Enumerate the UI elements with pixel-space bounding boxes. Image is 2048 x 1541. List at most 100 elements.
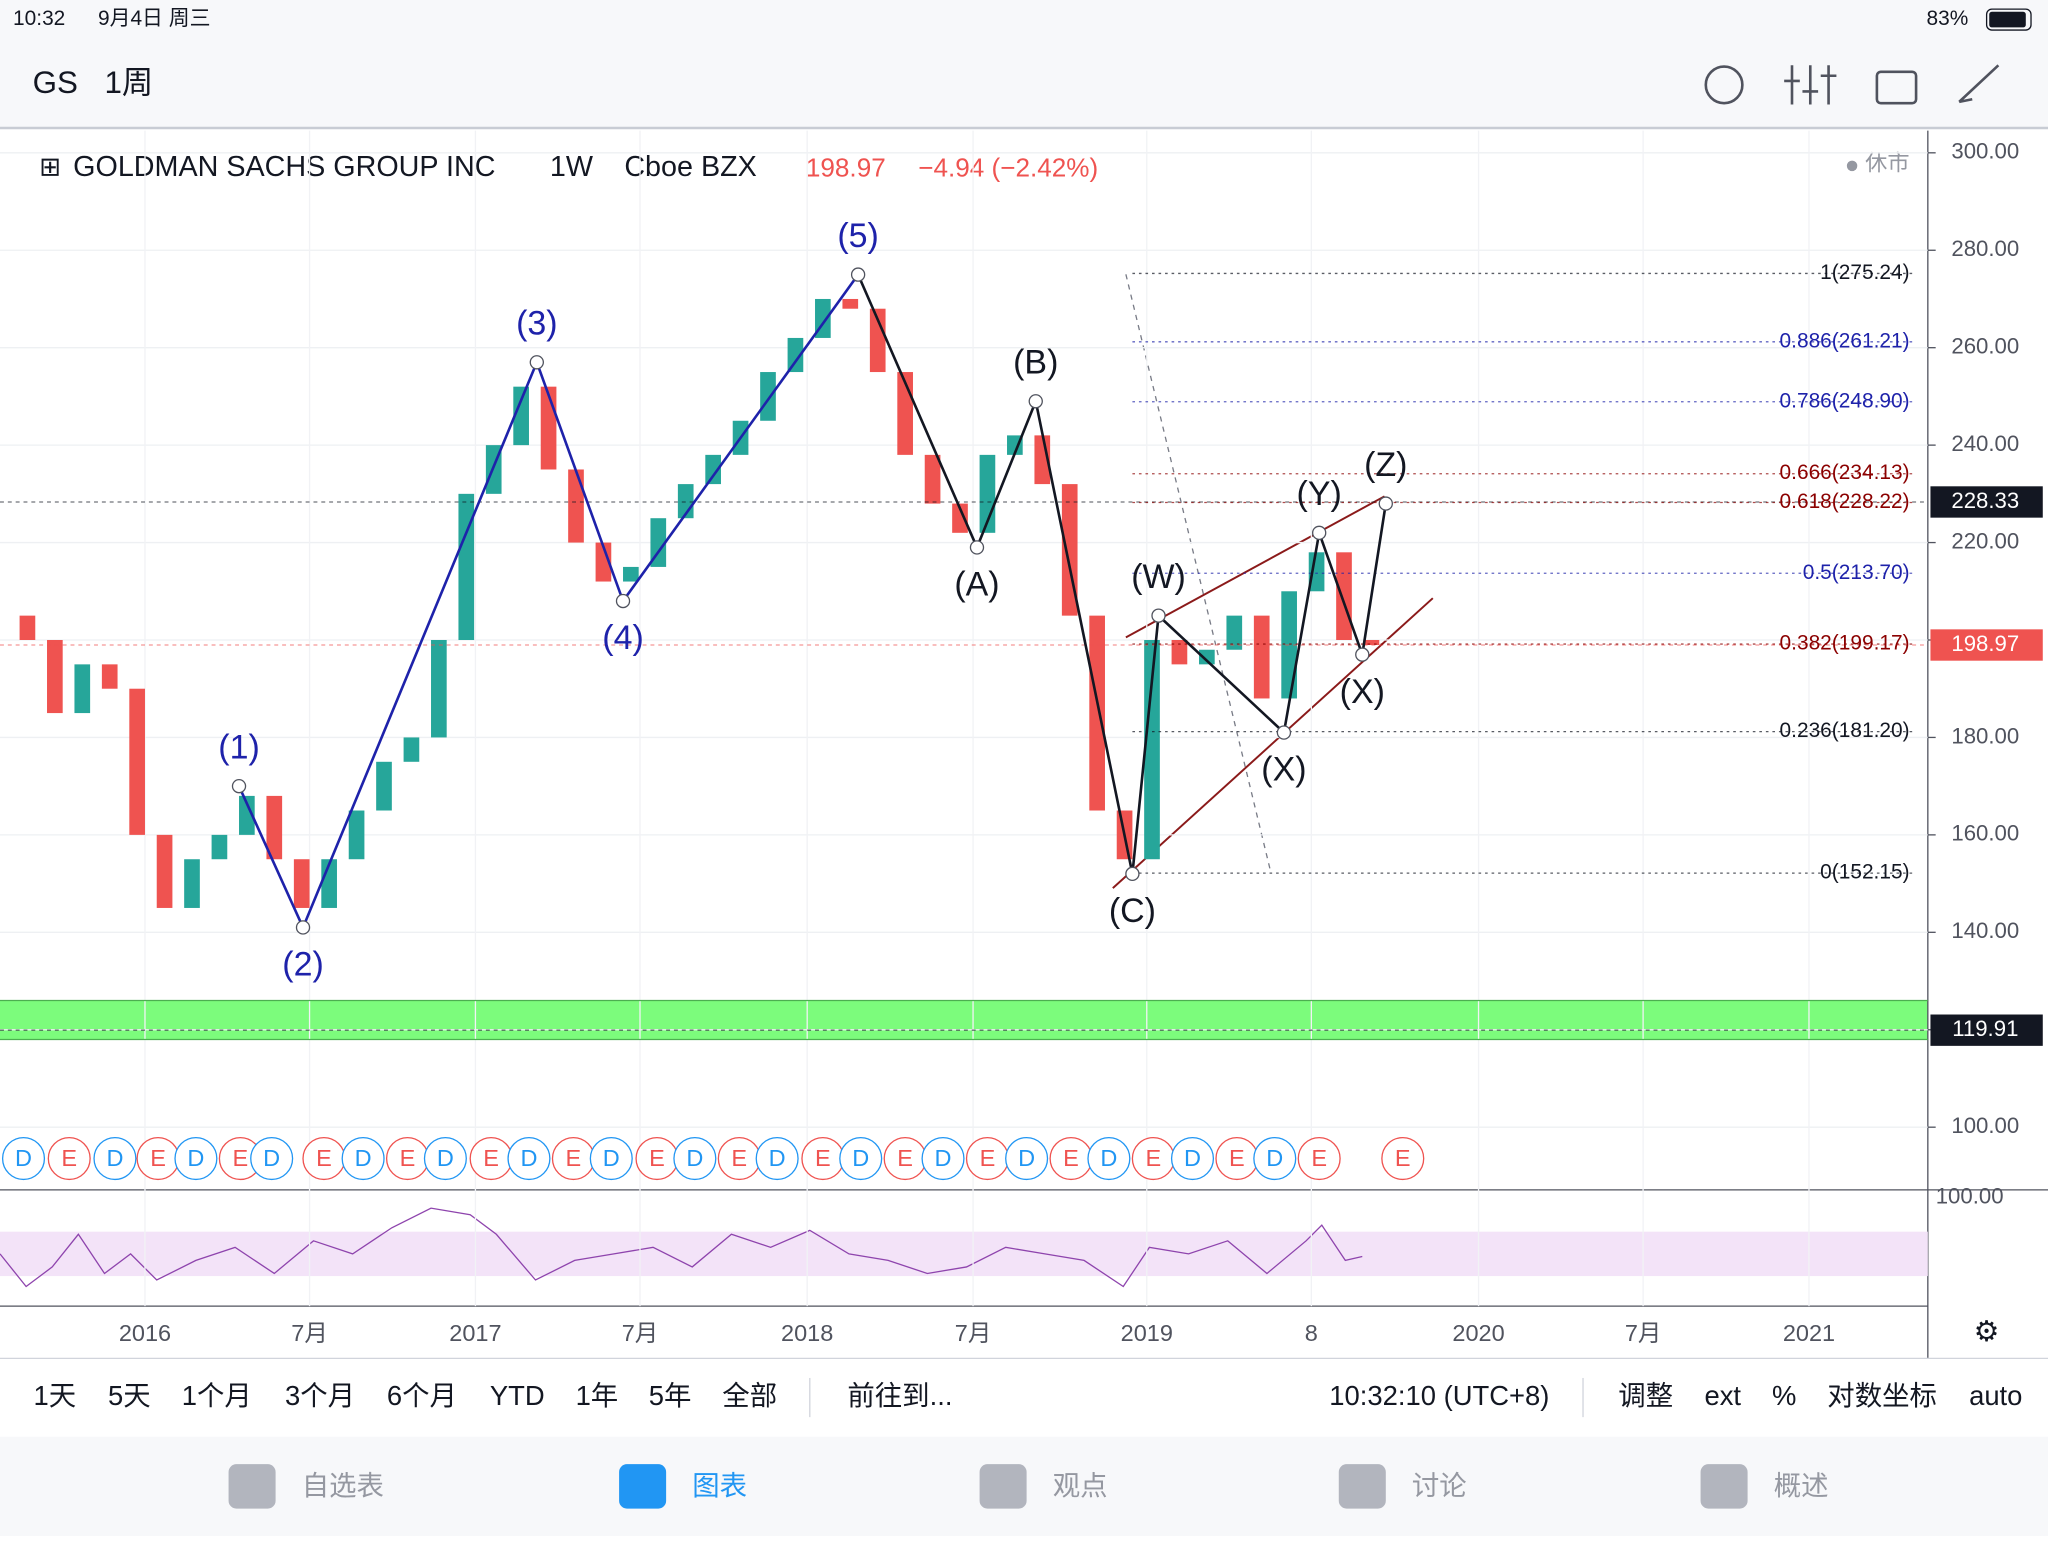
range-button[interactable]: YTD	[490, 1380, 545, 1411]
event-marker[interactable]	[174, 1136, 218, 1181]
candle	[1226, 615, 1243, 650]
range-button[interactable]: 3个月	[285, 1380, 355, 1411]
clock: 10:32:10 (UTC+8)	[1329, 1380, 1549, 1411]
candle	[595, 542, 612, 582]
legend-toggle[interactable]: ⊞	[39, 151, 61, 181]
fib-label: 0.5(213.70)	[1803, 561, 1910, 584]
event-letter: E	[400, 1145, 416, 1171]
wave-point	[231, 778, 247, 794]
price-tick-label: 100.00	[1951, 1113, 2019, 1138]
chart-option[interactable]: auto	[1969, 1380, 2022, 1411]
time-tick-label: 2020	[1452, 1320, 1504, 1346]
event-marker[interactable]	[1, 1136, 46, 1181]
time-tick-label: 2016	[119, 1320, 171, 1346]
event-marker[interactable]	[507, 1136, 551, 1181]
chart-option[interactable]: %	[1772, 1380, 1796, 1411]
event-letter: D	[1266, 1145, 1283, 1171]
rsi-line	[0, 1207, 1363, 1288]
wave-point	[529, 355, 544, 370]
chart-option[interactable]: 调整	[1618, 1380, 1673, 1411]
tab-icon[interactable]	[619, 1464, 667, 1509]
wave-label: (C)	[1109, 892, 1156, 930]
event-letter: E	[815, 1145, 831, 1171]
wave-point	[295, 920, 311, 935]
event-marker[interactable]	[341, 1136, 385, 1181]
range-button[interactable]: 5天	[108, 1380, 151, 1411]
toolbar-icons	[1704, 64, 2000, 105]
range-button[interactable]: 全部	[722, 1380, 777, 1411]
event-marker[interactable]	[250, 1136, 294, 1181]
tab-label[interactable]: 自选表	[302, 1470, 384, 1501]
price-tick-label: 160.00	[1951, 821, 2019, 846]
tab-icon[interactable]	[1700, 1464, 1748, 1509]
tab-label[interactable]: 讨论	[1412, 1470, 1467, 1501]
event-marker[interactable]	[1381, 1136, 1425, 1181]
indicators-icon[interactable]	[1784, 65, 1837, 105]
wave-label: (A)	[954, 566, 999, 604]
event-marker[interactable]	[1297, 1136, 1341, 1181]
time-tick-label: 7月	[955, 1320, 992, 1346]
fib-label: 0.666(234.13)	[1780, 461, 1910, 484]
alert-icon[interactable]	[1704, 65, 1744, 105]
candle	[623, 566, 639, 582]
wave-point	[1355, 647, 1370, 662]
price-badge	[1930, 486, 2043, 518]
event-marker[interactable]	[93, 1136, 137, 1181]
range-button[interactable]: 前往到...	[847, 1380, 952, 1411]
range-button[interactable]: 1天	[34, 1380, 77, 1411]
event-marker[interactable]	[755, 1136, 799, 1181]
candle	[540, 386, 557, 470]
candle	[1199, 649, 1215, 665]
event-marker[interactable]	[921, 1136, 965, 1181]
candle	[787, 337, 804, 373]
event-marker[interactable]	[673, 1136, 717, 1181]
support-zone-fill	[0, 1000, 1928, 1040]
range-button[interactable]: 5年	[649, 1380, 692, 1411]
time-tick-label: 2021	[1783, 1320, 1835, 1346]
interval[interactable]: 1周	[104, 65, 153, 100]
event-letter: E	[1229, 1145, 1245, 1171]
event-letter: D	[187, 1145, 204, 1171]
range-button[interactable]: 1个月	[182, 1380, 252, 1411]
chart-option[interactable]: ext	[1704, 1380, 1741, 1411]
candle	[239, 795, 255, 835]
draw-icon[interactable]	[1958, 64, 2000, 104]
wave-label: (2)	[282, 946, 323, 984]
range-button[interactable]: 6个月	[387, 1380, 457, 1411]
event-letter: D	[1100, 1145, 1117, 1171]
fib-label: 0(152.15)	[1820, 861, 1909, 884]
settings-icon[interactable]: ⚙	[1974, 1316, 2000, 1348]
tab-label[interactable]: 图表	[692, 1470, 747, 1501]
range-button[interactable]: 1年	[576, 1380, 619, 1411]
wave-label: (Y)	[1297, 475, 1342, 513]
tab-label[interactable]: 观点	[1053, 1470, 1108, 1501]
tab-icon[interactable]	[1338, 1464, 1386, 1509]
lock-icon[interactable]	[1875, 70, 1918, 105]
event-marker[interactable]	[423, 1136, 467, 1181]
candle	[74, 664, 91, 714]
wave-point	[1378, 496, 1393, 511]
time-tick-label: 2017	[449, 1320, 501, 1346]
event-marker[interactable]	[1253, 1136, 1297, 1181]
fib-label: 0.236(181.20)	[1780, 719, 1910, 742]
event-marker[interactable]	[839, 1136, 883, 1181]
tab-icon[interactable]	[979, 1464, 1027, 1509]
event-marker[interactable]	[1087, 1136, 1131, 1181]
event-marker[interactable]	[589, 1136, 633, 1181]
wave-label: (1)	[218, 729, 259, 767]
event-marker[interactable]	[1005, 1136, 1049, 1181]
time-tick-label: 7月	[1625, 1320, 1662, 1346]
candle	[568, 469, 584, 543]
candle	[705, 454, 721, 485]
event-marker[interactable]	[1170, 1136, 1215, 1181]
symbol[interactable]: GS	[33, 65, 78, 100]
candle	[952, 503, 968, 533]
candle	[650, 518, 667, 567]
chart-option[interactable]: 对数坐标	[1827, 1380, 1937, 1411]
battery-text: 83%	[1927, 7, 1969, 30]
wave-label: (Z)	[1364, 446, 1407, 484]
tab-label[interactable]: 概述	[1774, 1470, 1829, 1501]
fib-label: 0.886(261.21)	[1780, 329, 1910, 352]
tab-icon[interactable]	[228, 1464, 276, 1509]
event-marker[interactable]	[47, 1136, 91, 1181]
